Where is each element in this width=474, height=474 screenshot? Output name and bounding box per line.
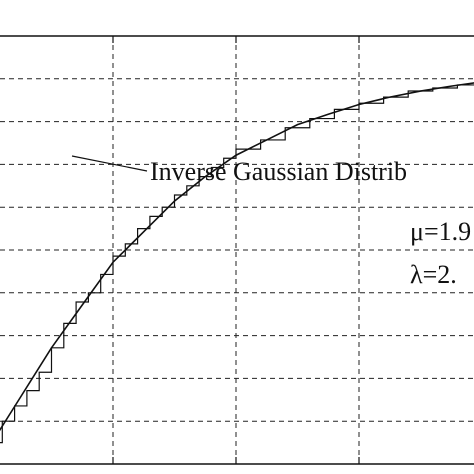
annotation-leader (71, 155, 148, 172)
series-fitted-curve-line (0, 82, 474, 432)
series-layer (0, 82, 474, 444)
annotation-distribution: Inverse Gaussian Distrib (150, 157, 407, 186)
series-empirical-step-line (0, 84, 474, 444)
annotation-lambda: λ=2. (410, 260, 457, 289)
grid (0, 36, 474, 464)
annotation-mu: μ=1.9 (410, 217, 471, 246)
